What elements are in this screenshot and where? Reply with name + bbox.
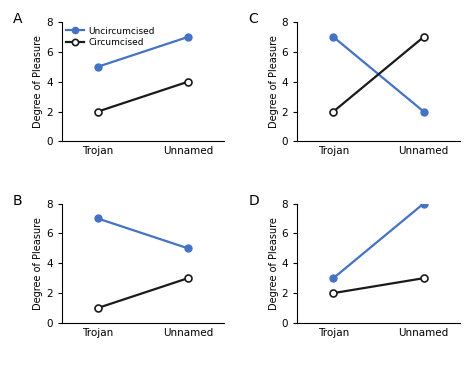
Y-axis label: Degree of Pleasure: Degree of Pleasure: [33, 35, 43, 128]
Text: D: D: [248, 194, 259, 208]
Text: C: C: [248, 12, 258, 26]
Text: A: A: [13, 12, 22, 26]
Legend: Uncircumcised, Circumcised: Uncircumcised, Circumcised: [63, 23, 159, 51]
Y-axis label: Degree of Pleasure: Degree of Pleasure: [269, 217, 279, 310]
Y-axis label: Degree of Pleasure: Degree of Pleasure: [33, 217, 43, 310]
Y-axis label: Degree of Pleasure: Degree of Pleasure: [269, 35, 279, 128]
Text: B: B: [13, 194, 22, 208]
